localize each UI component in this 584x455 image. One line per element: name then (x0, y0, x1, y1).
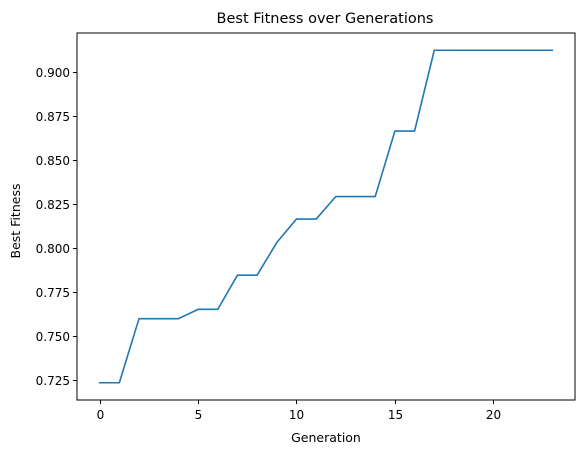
y-axis: 0.725 0.750 0.775 0.800 0.825 0.850 0.875 0.900 (36, 66, 77, 388)
x-tick-label: 0 (97, 408, 105, 422)
series-line-0 (98, 49, 554, 384)
x-tick-label: 10 (289, 408, 304, 422)
y-tick-label: 0.775 (36, 286, 70, 300)
plot-frame (76, 32, 576, 401)
x-tick-label: 5 (195, 408, 203, 422)
x-tick-label: 20 (486, 408, 501, 422)
y-axis-label: Best Fitness (8, 184, 23, 259)
y-tick-label: 0.875 (36, 110, 70, 124)
chart-title: Best Fitness over Generations (217, 11, 434, 27)
x-tick-label: 15 (388, 408, 403, 422)
x-axis: 0 5 10 15 20 (97, 400, 501, 422)
y-tick-label: 0.900 (36, 66, 70, 80)
y-tick-label: 0.800 (36, 242, 70, 256)
y-tick-label: 0.850 (36, 154, 70, 168)
y-tick-label: 0.725 (36, 374, 70, 388)
x-axis-label: Generation (291, 430, 361, 445)
y-tick-label: 0.825 (36, 198, 70, 212)
y-tick-label: 0.750 (36, 330, 70, 344)
plot-area (76, 32, 576, 401)
